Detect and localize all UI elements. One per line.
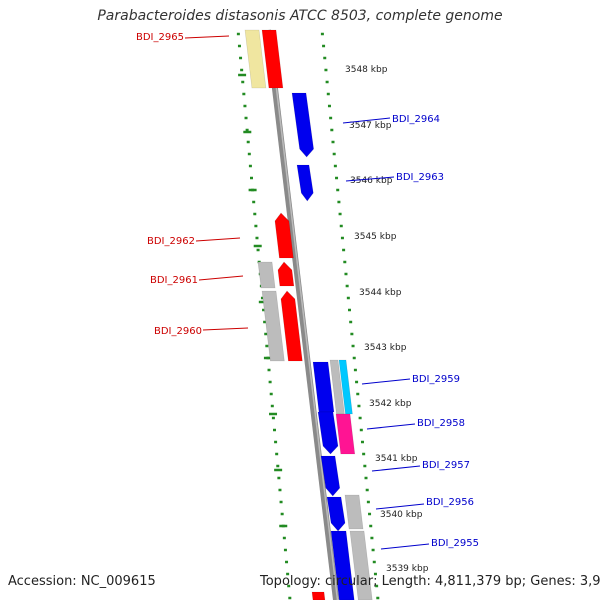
gene-block-grey — [349, 530, 373, 600]
gene-leader-line — [361, 378, 411, 385]
ruler-label: 3548 kbp — [345, 65, 388, 75]
gene-label-left[interactable]: BDI_2965 — [136, 32, 184, 43]
page-title: Parabacteroides distasonis ATCC 8503, co… — [97, 8, 503, 24]
genome-backbone-highlight — [268, 29, 339, 600]
gene-leader-line — [371, 465, 421, 472]
gene-leader-line — [198, 275, 244, 281]
gene-block-blue — [326, 496, 346, 532]
gene-leader-line — [184, 35, 230, 39]
gene-block-blue — [317, 411, 339, 455]
gene-block-pale-yellow — [244, 29, 267, 89]
ruler-label: 3540 kbp — [380, 510, 423, 520]
gene-leader-line — [375, 503, 425, 510]
ruler-label: 3546 kbp — [350, 176, 393, 186]
gene-leader-line — [345, 176, 395, 182]
gene-leader-line — [366, 423, 416, 430]
ruler-label: 3544 kbp — [359, 288, 402, 298]
ruler-label: 3539 kbp — [386, 564, 429, 574]
gene-leader-line — [195, 237, 241, 242]
gene-label-left[interactable]: BDI_2962 — [147, 236, 195, 247]
ruler-label: 3543 kbp — [364, 343, 407, 353]
gene-block-red — [280, 290, 303, 362]
gene-block-pink — [335, 413, 356, 455]
ruler-label: 3542 kbp — [369, 399, 412, 409]
gene-block-grey — [344, 494, 364, 530]
gene-block-cyan — [338, 359, 353, 415]
gene-label-right[interactable]: BDI_2958 — [417, 418, 465, 429]
gene-leader-line — [342, 117, 391, 124]
accession-text: Accession: NC_009615 — [8, 574, 156, 589]
gene-label-right[interactable]: BDI_2957 — [422, 460, 470, 471]
gene-label-right[interactable]: BDI_2959 — [412, 374, 460, 385]
gene-leader-line — [380, 543, 430, 550]
gene-label-right[interactable]: BDI_2956 — [426, 497, 474, 508]
gene-block-red — [311, 591, 326, 600]
gene-block-grey — [257, 261, 276, 289]
gene-block-blue — [330, 530, 355, 600]
gene-block-grey — [261, 290, 285, 362]
gene-label-left[interactable]: BDI_2961 — [150, 275, 198, 286]
gene-block-red — [261, 29, 284, 89]
genome-backbone — [265, 29, 339, 600]
gene-block-blue — [312, 361, 335, 413]
gene-block-blue — [291, 92, 314, 158]
gene-block-red — [274, 212, 294, 259]
gene-block-blue — [320, 455, 341, 497]
ruler-label: 3541 kbp — [375, 454, 418, 464]
ruler-label: 3547 kbp — [349, 121, 392, 131]
gene-block-blue — [296, 164, 314, 202]
gene-label-right[interactable]: BDI_2955 — [431, 538, 479, 549]
gene-label-right[interactable]: BDI_2964 — [392, 114, 440, 125]
gene-block-red — [277, 261, 295, 287]
gene-label-left[interactable]: BDI_2960 — [154, 326, 202, 337]
genome-summary-text: Topology: circular; Length: 4,811,379 bp… — [260, 574, 600, 589]
ruler-label: 3545 kbp — [354, 232, 397, 242]
gene-label-right[interactable]: BDI_2963 — [396, 172, 444, 183]
gene-leader-line — [202, 327, 249, 331]
